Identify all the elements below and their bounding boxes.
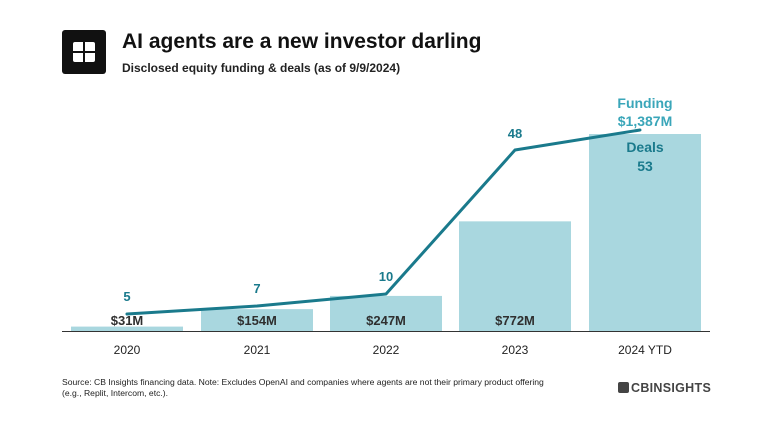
deals-line [125, 128, 642, 316]
funding-bar [459, 221, 571, 331]
deals-data-label: 10 [379, 269, 393, 284]
brand-logo: CBINSIGHTS [618, 381, 711, 395]
deals-data-label: 48 [508, 126, 522, 141]
x-tick-label: 2022 [373, 343, 400, 357]
funding-bar [330, 295, 442, 331]
x-tick-label: 2023 [502, 343, 529, 357]
cb-logo-icon [62, 30, 106, 74]
funding-data-label: $247M [366, 313, 406, 328]
funding-data-label: $154M [237, 313, 277, 328]
chart-subtitle: Disclosed equity funding & deals (as of … [122, 61, 401, 75]
funding-data-label: $31M [111, 313, 144, 328]
deals-data-label: 5 [123, 289, 130, 304]
x-tick-label: 2024 YTD [618, 343, 672, 357]
chart-title: AI agents are a new investor darling [122, 30, 482, 53]
combo-chart: 2020 2021 2022 2023 2024 YTD $31M $154M $247M $7… [62, 95, 710, 357]
cb-brand-icon [618, 382, 629, 393]
funding-data-label: $1,387M [618, 113, 672, 129]
brand-name: CBINSIGHTS [631, 381, 712, 395]
x-tick-label: 2021 [244, 343, 271, 357]
funding-bar [201, 309, 313, 331]
deals-legend-label: Deals [626, 139, 664, 155]
deals-data-label: 53 [637, 158, 653, 174]
funding-legend-label: Funding [617, 95, 672, 111]
source-note: Source: CB Insights financing data. Note… [62, 377, 544, 398]
x-tick-label: 2020 [114, 343, 141, 357]
funding-bar [71, 326, 183, 331]
deals-data-label: 7 [253, 281, 260, 296]
funding-bar [589, 134, 701, 331]
funding-data-label: $772M [495, 313, 535, 328]
